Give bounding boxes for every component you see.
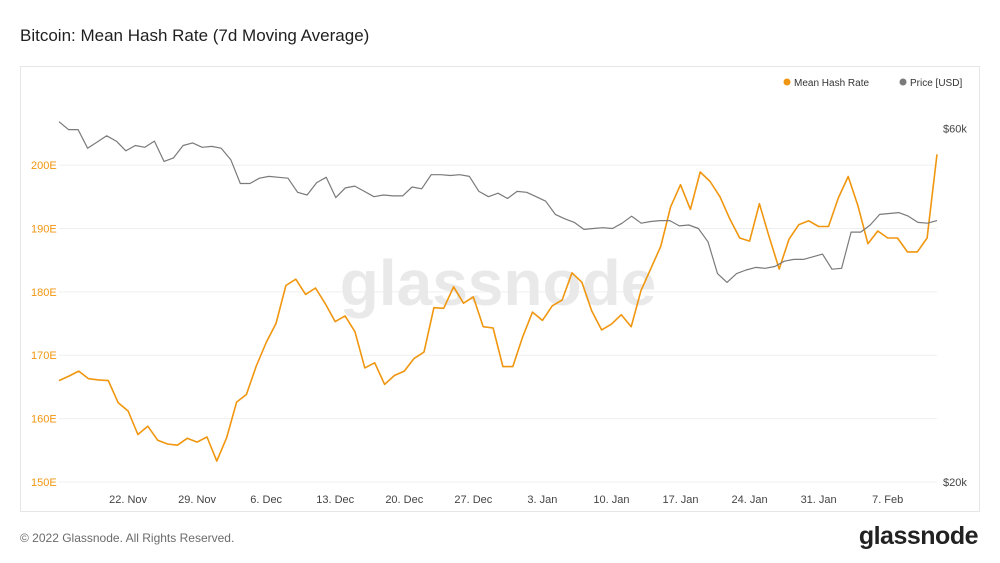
y-left-tick-label: 170E — [31, 350, 57, 362]
copyright-text: © 2022 Glassnode. All Rights Reserved. — [20, 531, 235, 545]
x-tick-label: 13. Dec — [316, 494, 354, 506]
legend-hash-rate-marker — [783, 78, 791, 86]
x-tick-label: 22. Nov — [109, 494, 147, 506]
legend-price-label: Price [USD] — [910, 78, 962, 89]
chart-title: Bitcoin: Mean Hash Rate (7d Moving Avera… — [20, 26, 370, 45]
x-tick-label: 31. Jan — [801, 494, 837, 506]
watermark-text: glassnode — [340, 247, 657, 319]
brand-logo[interactable]: glassnode — [858, 522, 979, 550]
x-tick-label: 3. Jan — [527, 494, 557, 506]
chart-svg: 150E 160E 170E 180E 190E 200E $20k $60k 22. Nov 2… — [31, 78, 967, 506]
y-left-tick-label: 180E — [31, 287, 57, 299]
y-left-tick-label: 200E — [31, 160, 57, 172]
x-tick-label: 29. Nov — [178, 494, 216, 506]
x-tick-label: 6. Dec — [250, 494, 282, 506]
x-tick-label: 17. Jan — [662, 494, 698, 506]
x-tick-label: 10. Jan — [593, 494, 629, 506]
x-tick-label: 27. Dec — [454, 494, 492, 506]
x-tick-label: 7. Feb — [872, 494, 903, 506]
hash-rate-line — [58, 154, 938, 462]
legend-price-marker — [899, 78, 907, 86]
x-tick-label: 20. Dec — [385, 494, 423, 506]
legend-hash-rate-label: Mean Hash Rate — [794, 78, 869, 89]
chart-panel: 150E 160E 170E 180E 190E 200E $20k $60k 22. Nov 2… — [20, 66, 980, 512]
x-tick-label: 24. Jan — [732, 494, 768, 506]
y-right-tick-label: $60k — [943, 124, 967, 136]
y-left-tick-label: 150E — [31, 477, 57, 489]
price-line — [58, 121, 938, 283]
y-left-tick-label: 190E — [31, 223, 57, 235]
y-left-tick-label: 160E — [31, 414, 57, 426]
y-right-tick-label: $20k — [943, 477, 967, 489]
